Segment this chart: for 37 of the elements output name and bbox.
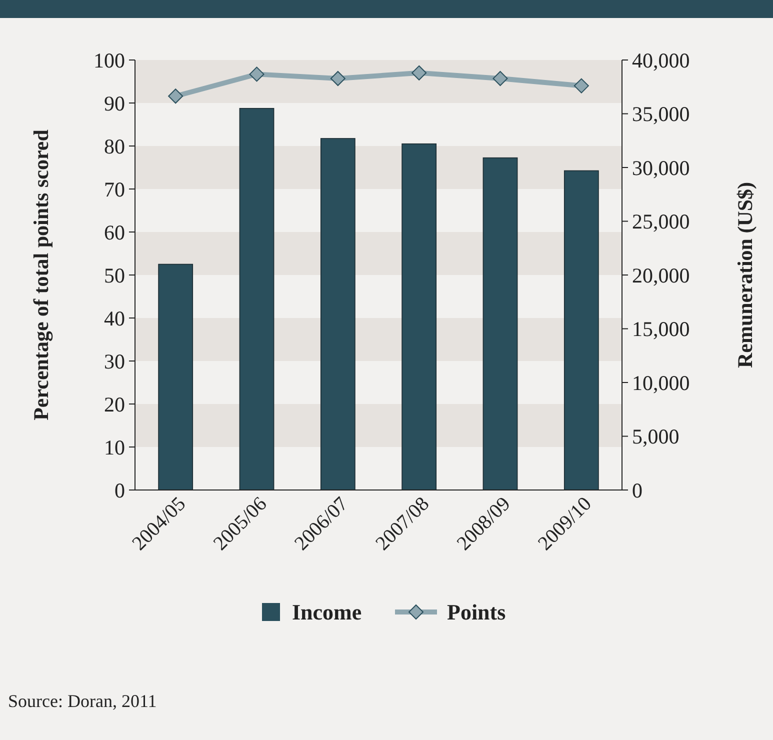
y-tick-label: 10 [104,435,125,460]
y2-tick-label: 0 [632,478,642,502]
y2-tick-label: 35,000 [632,102,690,126]
bar [158,264,194,490]
y2-axis-title: Remuneration (US$) [733,182,757,368]
y-tick-label: 30 [104,349,125,374]
y2-tick-label: 25,000 [632,210,690,234]
legend-label: Income [292,600,362,625]
y-tick-label: 40 [104,306,125,330]
bar [402,143,437,490]
bar [564,170,599,490]
y2-tick-label: 15,000 [632,317,690,342]
y2-tick-label: 40,000 [632,48,690,72]
y-tick-label: 20 [104,392,125,416]
y-tick-label: 90 [104,91,125,116]
y2-tick-label: 20,000 [632,263,690,288]
point [574,78,589,94]
bar [320,138,356,490]
source-note: Source: Doran, 2011 [8,691,157,711]
y2-tick-label: 10,000 [632,370,690,395]
point [330,70,346,86]
y-tick-label: 60 [104,220,125,244]
y2-tick-label: 30,000 [632,156,690,180]
y-tick-label: 70 [104,177,125,202]
y2-tick-label: 5,000 [632,424,680,449]
y-tick-label: 0 [114,478,125,502]
point [412,65,427,80]
legend-label: Points [447,600,506,625]
bar [482,157,518,490]
y-tick-label: 100 [94,48,125,72]
y-tick-label: 50 [104,263,125,288]
point [168,88,184,104]
point [492,70,508,86]
bar [239,108,274,490]
y-axis-title: Percentage of total points scored [29,129,53,420]
y-tick-label: 80 [104,134,125,158]
point [249,66,264,82]
